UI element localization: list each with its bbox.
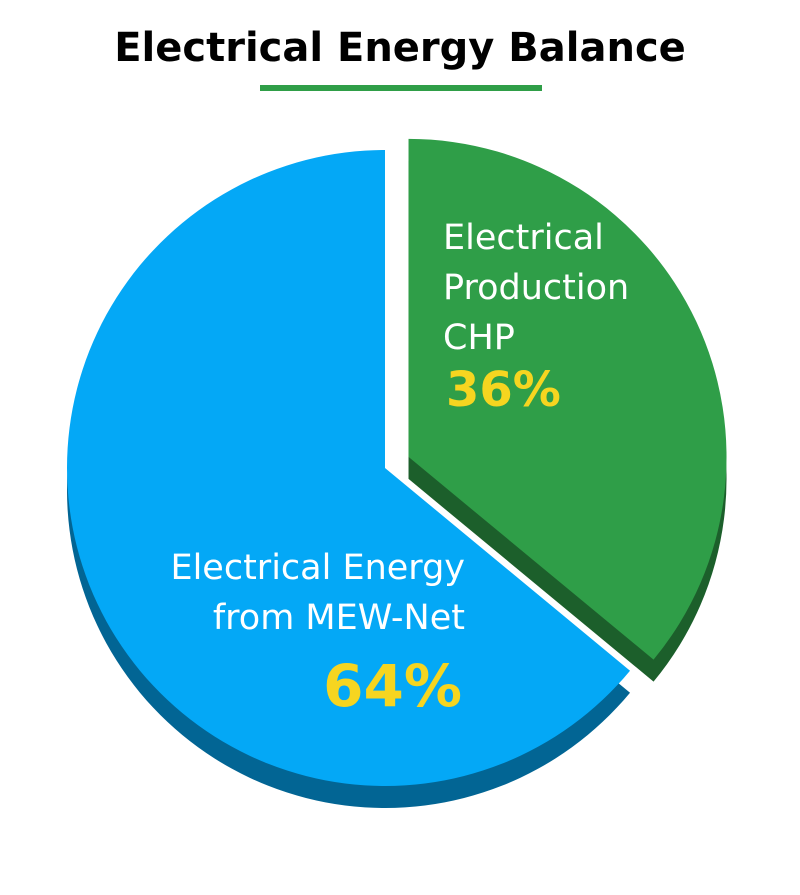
value-label: 64% bbox=[323, 652, 462, 720]
slice-label: Electrical Production CHP bbox=[443, 218, 630, 358]
value-label: 36% bbox=[446, 362, 561, 418]
slice-label: Electrical Energy from MEW-Net bbox=[170, 548, 465, 638]
chart-title: Electrical Energy Balance bbox=[114, 25, 686, 71]
pie-slice bbox=[66, 150, 631, 786]
pie-slice bbox=[408, 138, 727, 660]
